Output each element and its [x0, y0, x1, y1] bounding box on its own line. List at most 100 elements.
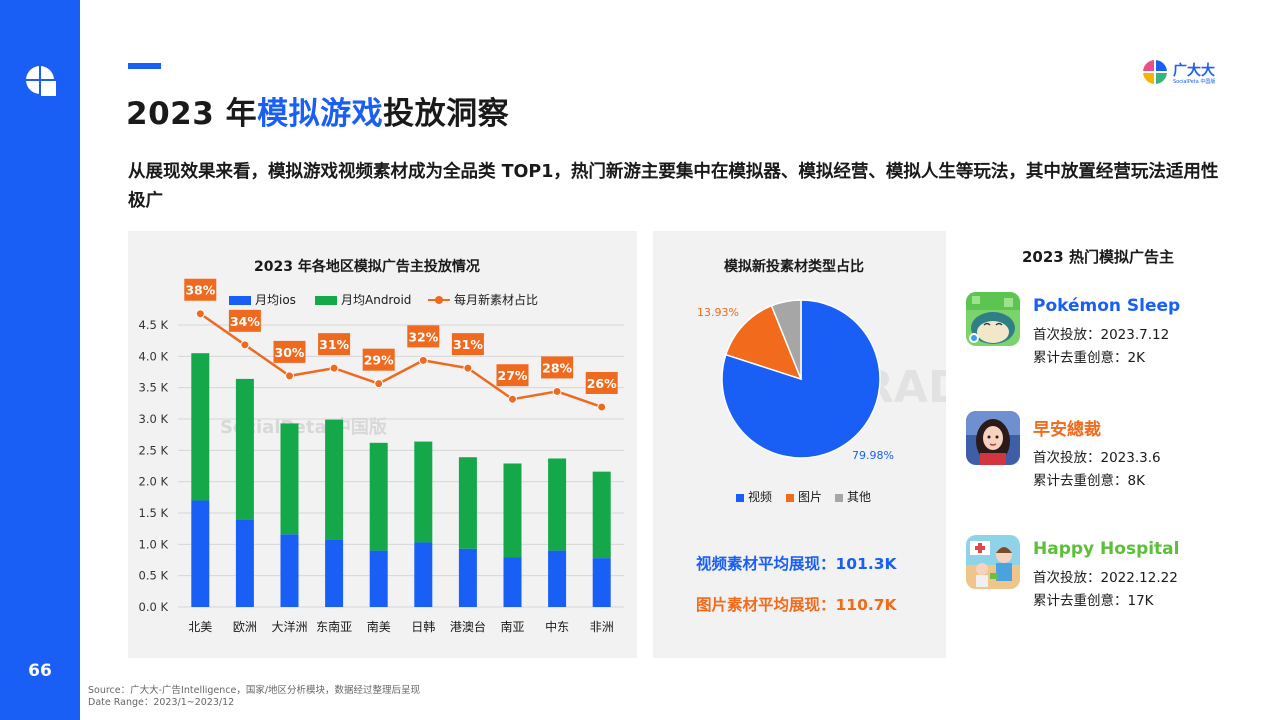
- line-point: [285, 371, 294, 381]
- date-range-note: Date Range：2023/1~2023/12: [88, 697, 235, 708]
- watermark-left: SocialPeta 中国版: [220, 416, 387, 438]
- data-label-box: [228, 309, 261, 332]
- x-tick-label: 中东: [545, 619, 569, 634]
- data-label-box: [362, 348, 395, 371]
- page-title: 2023 年模拟游戏投放洞察: [126, 88, 509, 133]
- brand-subtitle: SocialPeta 中国版: [1173, 79, 1216, 85]
- data-label-box: [496, 364, 529, 387]
- legend-ratio: 每月新素材占比: [428, 291, 538, 308]
- legend-ios-label: 月均ios: [255, 293, 296, 307]
- advertiser-name: Pokémon Sleep: [1033, 296, 1181, 316]
- data-label: 31%: [319, 337, 349, 352]
- advertiser-first-launch: 首次投放：2022.12.22: [1033, 570, 1178, 586]
- bar-ios: [369, 550, 388, 607]
- line-point: [552, 386, 562, 396]
- pie-slice-image: [724, 304, 803, 381]
- advertiser-first-launch: 首次投放：2023.3.6: [1033, 450, 1161, 466]
- happy-hospital-icon: [966, 535, 1020, 589]
- x-tick-label: 北美: [188, 620, 212, 634]
- bar-android: [280, 423, 299, 535]
- pokemon-sleep-icon: [966, 292, 1020, 346]
- x-tick-label: 非洲: [590, 620, 614, 634]
- line-point: [329, 363, 339, 373]
- bar-android: [548, 458, 567, 551]
- line-point: [195, 309, 205, 319]
- legend-android: 月均Android: [315, 291, 411, 308]
- bar-chart-title: 2023 年各地区模拟广告主投放情况: [254, 259, 480, 275]
- x-tick-label: 东南亚: [316, 619, 352, 634]
- advertiser-creatives: 累计去重创意：2K: [1033, 350, 1145, 366]
- bar-ios: [191, 500, 210, 607]
- pie-legend-image-label: 图片: [798, 490, 823, 504]
- advertiser-creatives: 累计去重创意：8K: [1033, 473, 1145, 489]
- y-tick-label: 0.0 K: [139, 600, 169, 614]
- pie-chart-title: 模拟新投素材类型占比: [724, 259, 864, 275]
- data-label: 34%: [230, 314, 260, 329]
- data-label-box: [273, 340, 306, 363]
- title-highlight: 模拟游戏: [257, 96, 384, 132]
- brand-mark-icon: [1142, 59, 1168, 85]
- data-label-box: [184, 278, 217, 301]
- bar-android: [325, 419, 344, 540]
- y-tick-label: 4.0 K: [139, 349, 169, 363]
- data-label-box: [585, 371, 618, 394]
- legend-android-swatch: [315, 296, 337, 305]
- data-label: 28%: [542, 360, 572, 375]
- bar-android: [458, 457, 477, 549]
- logo-icon: [24, 64, 56, 96]
- pie-legend-image: 图片: [786, 488, 822, 505]
- pie-legend-other-label: 其他: [847, 490, 872, 504]
- pie-legend-video-label: 视频: [748, 490, 773, 504]
- bar-android: [592, 471, 611, 559]
- line-point: [508, 394, 517, 404]
- brand-name: 广大大: [1173, 63, 1215, 79]
- line-point: [240, 340, 250, 350]
- advertiser-name: Happy Hospital: [1033, 539, 1180, 559]
- line-series: [199, 312, 603, 409]
- bar-ios: [458, 548, 477, 607]
- bar-ios: [235, 519, 254, 607]
- x-tick-label: 南美: [367, 619, 391, 634]
- bar-ios: [414, 542, 433, 607]
- advertisers-heading: 2023 热门模拟广告主: [1022, 248, 1174, 266]
- line-point: [597, 402, 607, 412]
- data-label: 30%: [275, 345, 305, 360]
- advertiser-card[interactable]: Happy Hospital 首次投放：2022.12.22 累计去重创意：17…: [966, 535, 1246, 625]
- pie-legend-image-swatch: [786, 493, 794, 502]
- legend-ios: 月均ios: [229, 291, 296, 308]
- source-note: Source：广大大-广告Intelligence，国家/地区分析模块，数据经过…: [88, 685, 421, 696]
- data-label-box: [541, 356, 574, 379]
- bar-ios: [592, 558, 611, 607]
- bar-ios: [280, 534, 299, 607]
- bar-chart: SocialPeta 中国版 0.0 K 0.5 K 1.0 K 1.5 K 2.0 K 2…: [139, 278, 624, 634]
- advertiser-card[interactable]: Pokémon Sleep 首次投放：2023.7.12 累计去重创意：2K: [966, 292, 1246, 382]
- pie-label-video: 79.98%: [852, 449, 894, 462]
- y-tick-label: 0.5 K: [139, 569, 169, 583]
- y-tick-label: 2.0 K: [139, 475, 169, 489]
- data-label: 38%: [185, 283, 215, 298]
- data-label: 32%: [408, 329, 438, 344]
- pie-chart: TRADPLUS: [721, 299, 946, 459]
- y-tick-label: 1.5 K: [139, 506, 169, 520]
- data-label-box: [407, 325, 440, 348]
- title-suffix: 投放洞察: [383, 96, 510, 132]
- page-number: 66: [28, 661, 52, 681]
- x-tick-label: 大洋洲: [271, 619, 307, 634]
- advertiser-card[interactable]: 早安總裁 首次投放：2023.3.6 累计去重创意：8K: [966, 411, 1246, 501]
- brand-logo: 广大大 SocialPeta 中国版: [1141, 58, 1231, 88]
- y-tick-label: 3.5 K: [139, 381, 169, 395]
- bar-ios: [503, 557, 522, 607]
- x-tick-label: 欧洲: [233, 620, 257, 634]
- data-label: 29%: [364, 353, 394, 368]
- advertiser-name: 早安總裁: [1033, 420, 1101, 440]
- x-tick-label: 南亚: [500, 619, 524, 634]
- bar-android: [414, 441, 433, 543]
- data-label-box: [451, 333, 484, 356]
- advertiser-first-launch: 首次投放：2023.7.12: [1033, 327, 1170, 343]
- data-label: 27%: [498, 368, 528, 383]
- line-point: [418, 355, 428, 365]
- sidebar: 66: [0, 0, 80, 720]
- x-tick-label: 港澳台: [450, 619, 486, 634]
- data-label-box: [318, 333, 351, 356]
- bar-android: [503, 463, 522, 558]
